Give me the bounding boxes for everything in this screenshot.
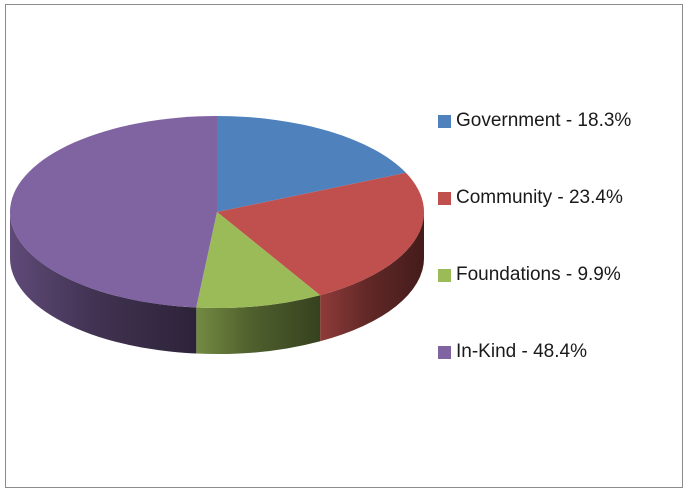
legend-item-foundations: Foundations - 9.9% [438, 264, 621, 286]
pie-slice-government [217, 116, 406, 212]
pie-slice-foundations [196, 212, 321, 308]
legend-swatch-community [438, 191, 451, 205]
pie-slice-in-kind [10, 116, 218, 308]
legend-swatch-in-kind [438, 345, 451, 359]
legend-label-community: Community - 23.4% [456, 187, 623, 208]
legend-label-foundations: Foundations - 9.9% [456, 264, 621, 285]
legend-label-in-kind: In-Kind - 48.4% [456, 341, 587, 362]
legend-item-in-kind: In-Kind - 48.4% [438, 341, 587, 363]
pie-slice-community [217, 172, 424, 296]
pie-tops [10, 116, 424, 308]
legend-label-government: Government - 18.3% [456, 110, 632, 131]
legend-item-government: Government - 18.3% [438, 110, 631, 132]
pie-side-shade-community [320, 212, 424, 342]
legend-item-community: Community - 23.4% [438, 187, 623, 209]
legend-swatch-foundations [438, 268, 451, 282]
pie-sides [10, 212, 424, 354]
pie-side-shade-in-kind [10, 212, 197, 354]
pie-side-shade-foundations [196, 295, 321, 354]
legend-swatch-government [438, 114, 451, 128]
